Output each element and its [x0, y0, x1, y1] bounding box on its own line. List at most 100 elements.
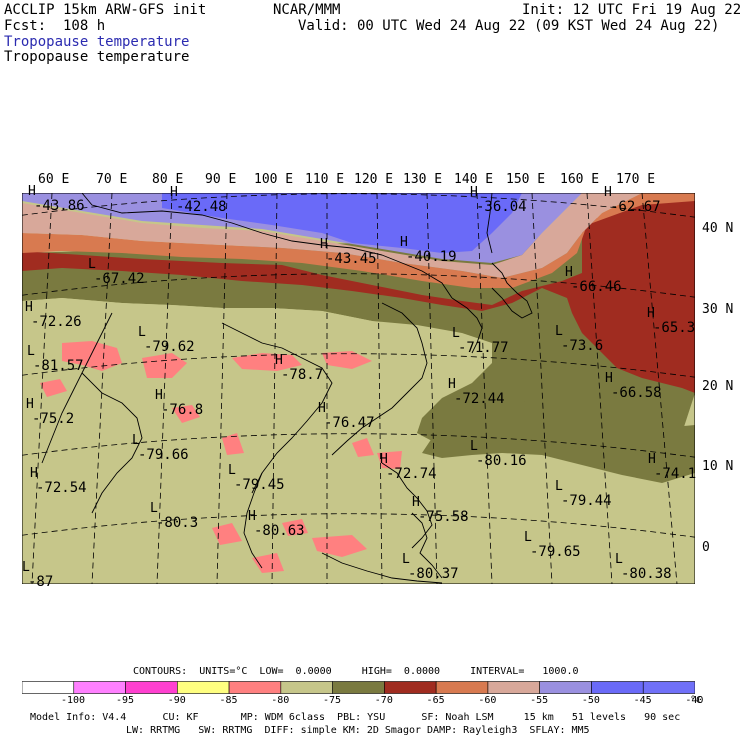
lon-label: 100 E [254, 172, 294, 187]
field-band-minus65-minus60 [22, 193, 695, 288]
low-marker: L [138, 325, 146, 340]
extremum-value: -80.63 [254, 523, 305, 539]
extremum-value: -80.3 [156, 515, 199, 531]
high-marker: H [648, 452, 656, 467]
graticule [22, 193, 695, 584]
extremum-value: -79.62 [144, 339, 195, 355]
extremum-value: -79.65 [530, 544, 581, 560]
extremum-value: -40.19 [406, 249, 457, 265]
extremum-value: -76.8 [161, 402, 204, 418]
colorbar-tick-label: -75 [323, 695, 342, 706]
model-info-line2: LW: RRTMG SW: RRTMG DIFF: simple KM: 2D … [126, 725, 590, 736]
low-marker: L [132, 433, 140, 448]
colorbar-tick-label: -60 [478, 695, 497, 706]
extremum-value: -76.47 [324, 415, 375, 431]
high-marker: H [28, 184, 36, 199]
colorbar-swatch [591, 681, 644, 694]
lat-label: 40 N [702, 221, 734, 236]
org-label: NCAR/MMM [273, 2, 341, 18]
colorbar-swatch [642, 681, 695, 694]
high-marker: H [320, 237, 328, 252]
colorbar-swatch [539, 681, 592, 694]
high-marker: H [275, 353, 283, 368]
model-info-line1: Model Info: V4.4 CU: KF MP: WDM 6class P… [30, 712, 681, 723]
field-patches-minus85-minus80 [40, 341, 402, 573]
high-marker: H [155, 388, 163, 403]
field-band-minus70-minus65 [22, 198, 695, 393]
extremum-value: -43.45 [326, 251, 377, 267]
high-marker: H [248, 509, 256, 524]
valid-time: Valid: 00 UTC Wed 24 Aug 22 (09 KST Wed … [298, 18, 720, 34]
lon-label: 60 E [38, 172, 70, 187]
extremum-value: -80.37 [408, 566, 459, 582]
extremum-value: -42.48 [176, 199, 227, 215]
lon-label: 80 E [152, 172, 184, 187]
field-band-minus60-minus55 [22, 193, 642, 278]
low-marker: L [150, 501, 158, 516]
colorbar-tick-label: -70 [374, 695, 393, 706]
colorbar-swatch [332, 681, 385, 694]
field-band-minus75-minus70 [22, 233, 695, 448]
field-title-contour: Tropopause temperature [4, 49, 190, 65]
colorbar-swatch [487, 681, 540, 694]
lat-label: 0 [702, 540, 710, 555]
lon-label: 70 E [96, 172, 128, 187]
colorbar-swatch [177, 681, 230, 694]
low-marker: L [452, 326, 460, 341]
low-marker: L [22, 560, 30, 575]
coastlines [41, 193, 533, 584]
colorbar-swatch [228, 681, 282, 694]
extremum-value: -79.44 [561, 493, 612, 509]
lon-label: 160 E [560, 172, 600, 187]
extremum-value: -72.44 [454, 391, 505, 407]
colorbar-swatch [125, 681, 178, 694]
field-band-minus50-minus45 [162, 193, 522, 253]
high-marker: H [26, 397, 34, 412]
extremum-value: -65.3 [653, 320, 696, 336]
low-marker: L [27, 344, 35, 359]
high-marker: H [318, 401, 326, 416]
extremum-value: -36.04 [476, 199, 527, 215]
colorbar-tick-label: -85 [219, 695, 238, 706]
high-marker: H [380, 452, 388, 467]
colorbar-tick-label: -100 [60, 695, 86, 706]
colorbar-swatch [22, 681, 75, 694]
forecast-hour: Fcst: 108 h [4, 18, 106, 34]
colorbar-swatch [384, 681, 437, 694]
extremum-value: -72.54 [36, 480, 87, 496]
high-marker: H [25, 300, 33, 315]
extremum-value: -75.2 [32, 411, 75, 427]
lon-label: 110 E [305, 172, 345, 187]
high-marker: H [647, 306, 655, 321]
high-marker: H [605, 371, 613, 386]
colorbar [22, 681, 695, 694]
init-time: Init: 12 UTC Fri 19 Aug 22 [522, 2, 740, 18]
high-marker: H [170, 185, 178, 200]
extremum-value: -80.16 [476, 453, 527, 469]
extremum-value: -81.57 [33, 358, 84, 374]
lat-label: 10 N [702, 459, 734, 474]
high-marker: H [30, 466, 38, 481]
extremum-value: -72.26 [31, 314, 82, 330]
extremum-value: -87 [28, 574, 54, 590]
extremum-value: -79.45 [234, 477, 285, 493]
lat-label: 20 N [702, 379, 734, 394]
colorbar-swatch [435, 681, 489, 694]
low-marker: L [470, 439, 478, 454]
extremum-value: -78.7 [281, 367, 324, 383]
colorbar-swatch [280, 681, 333, 694]
extremum-value: -74.1 [654, 466, 697, 482]
colorbar-tick-label: -80 [271, 695, 290, 706]
colorbar-tick-label: -90 [167, 695, 186, 706]
high-marker: H [400, 235, 408, 250]
lon-label: 130 E [403, 172, 443, 187]
high-marker: H [448, 377, 456, 392]
lon-label: 150 E [506, 172, 546, 187]
lon-label: 90 E [205, 172, 237, 187]
lon-label: 120 E [354, 172, 394, 187]
extremum-value: -67.42 [94, 271, 145, 287]
colorbar-tick-label: -45 [633, 695, 652, 706]
field-band-tan-interior [22, 298, 442, 493]
high-marker: H [412, 495, 420, 510]
low-marker: L [524, 530, 532, 545]
